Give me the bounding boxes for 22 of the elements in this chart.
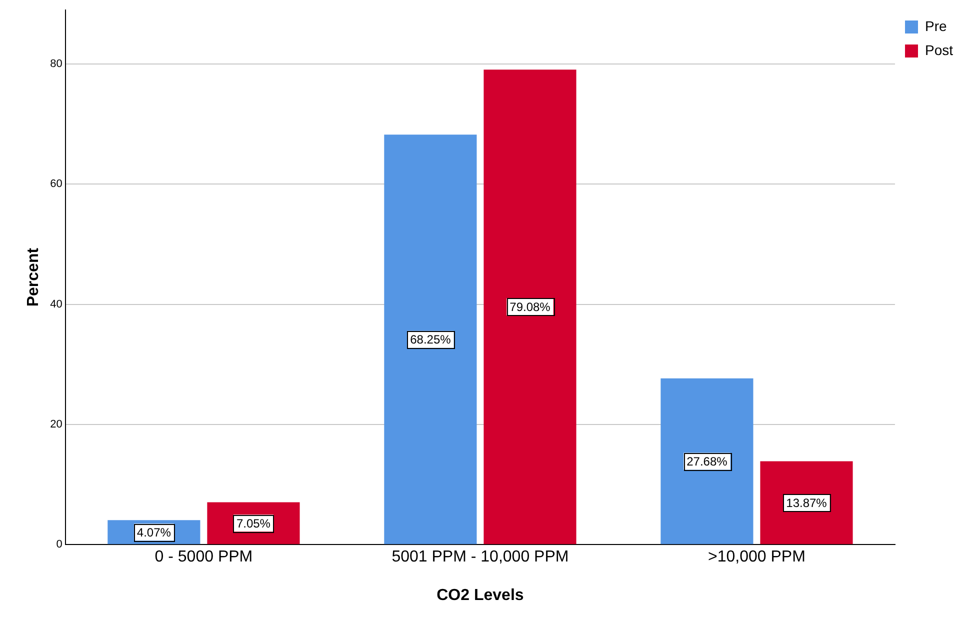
bar — [660, 378, 754, 544]
data-label: 27.68% — [686, 454, 728, 469]
data-label: 4.07% — [136, 525, 172, 540]
y-tick-label: 0 — [56, 538, 62, 551]
data-label: 79.08% — [510, 300, 551, 314]
legend-label: Post — [924, 42, 954, 58]
y-tick-label: 20 — [50, 418, 62, 430]
data-label: 68.25% — [410, 332, 452, 347]
x-axis-title: CO2 Levels — [436, 586, 524, 604]
y-tick-label: 80 — [50, 58, 62, 70]
data-label: 7.05% — [236, 516, 271, 530]
y-tick-label: 40 — [50, 298, 62, 310]
x-tick-label: 5001 PPM - 10,000 PPM — [392, 548, 569, 566]
data-label: 13.87% — [786, 496, 828, 510]
y-tick-label: 60 — [50, 178, 62, 190]
x-tick-label: >10,000 PPM — [708, 548, 806, 566]
bar — [484, 70, 576, 544]
legend-label: Pre — [924, 18, 947, 34]
x-tick-label: 0 - 5000 PPM — [154, 548, 253, 566]
bar — [760, 461, 853, 544]
bar — [384, 134, 477, 544]
y-axis-title: Percent — [25, 247, 42, 307]
